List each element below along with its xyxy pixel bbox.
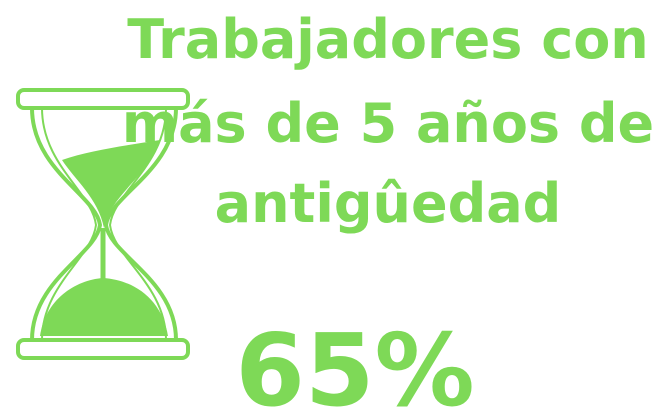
hourglass-icon — [16, 88, 190, 360]
percentage-value: 65% — [235, 312, 474, 413]
title-line: más de 5 años de — [122, 92, 654, 155]
title-line: Trabajadores con — [127, 8, 649, 71]
title-line: antigûedad — [215, 172, 562, 235]
